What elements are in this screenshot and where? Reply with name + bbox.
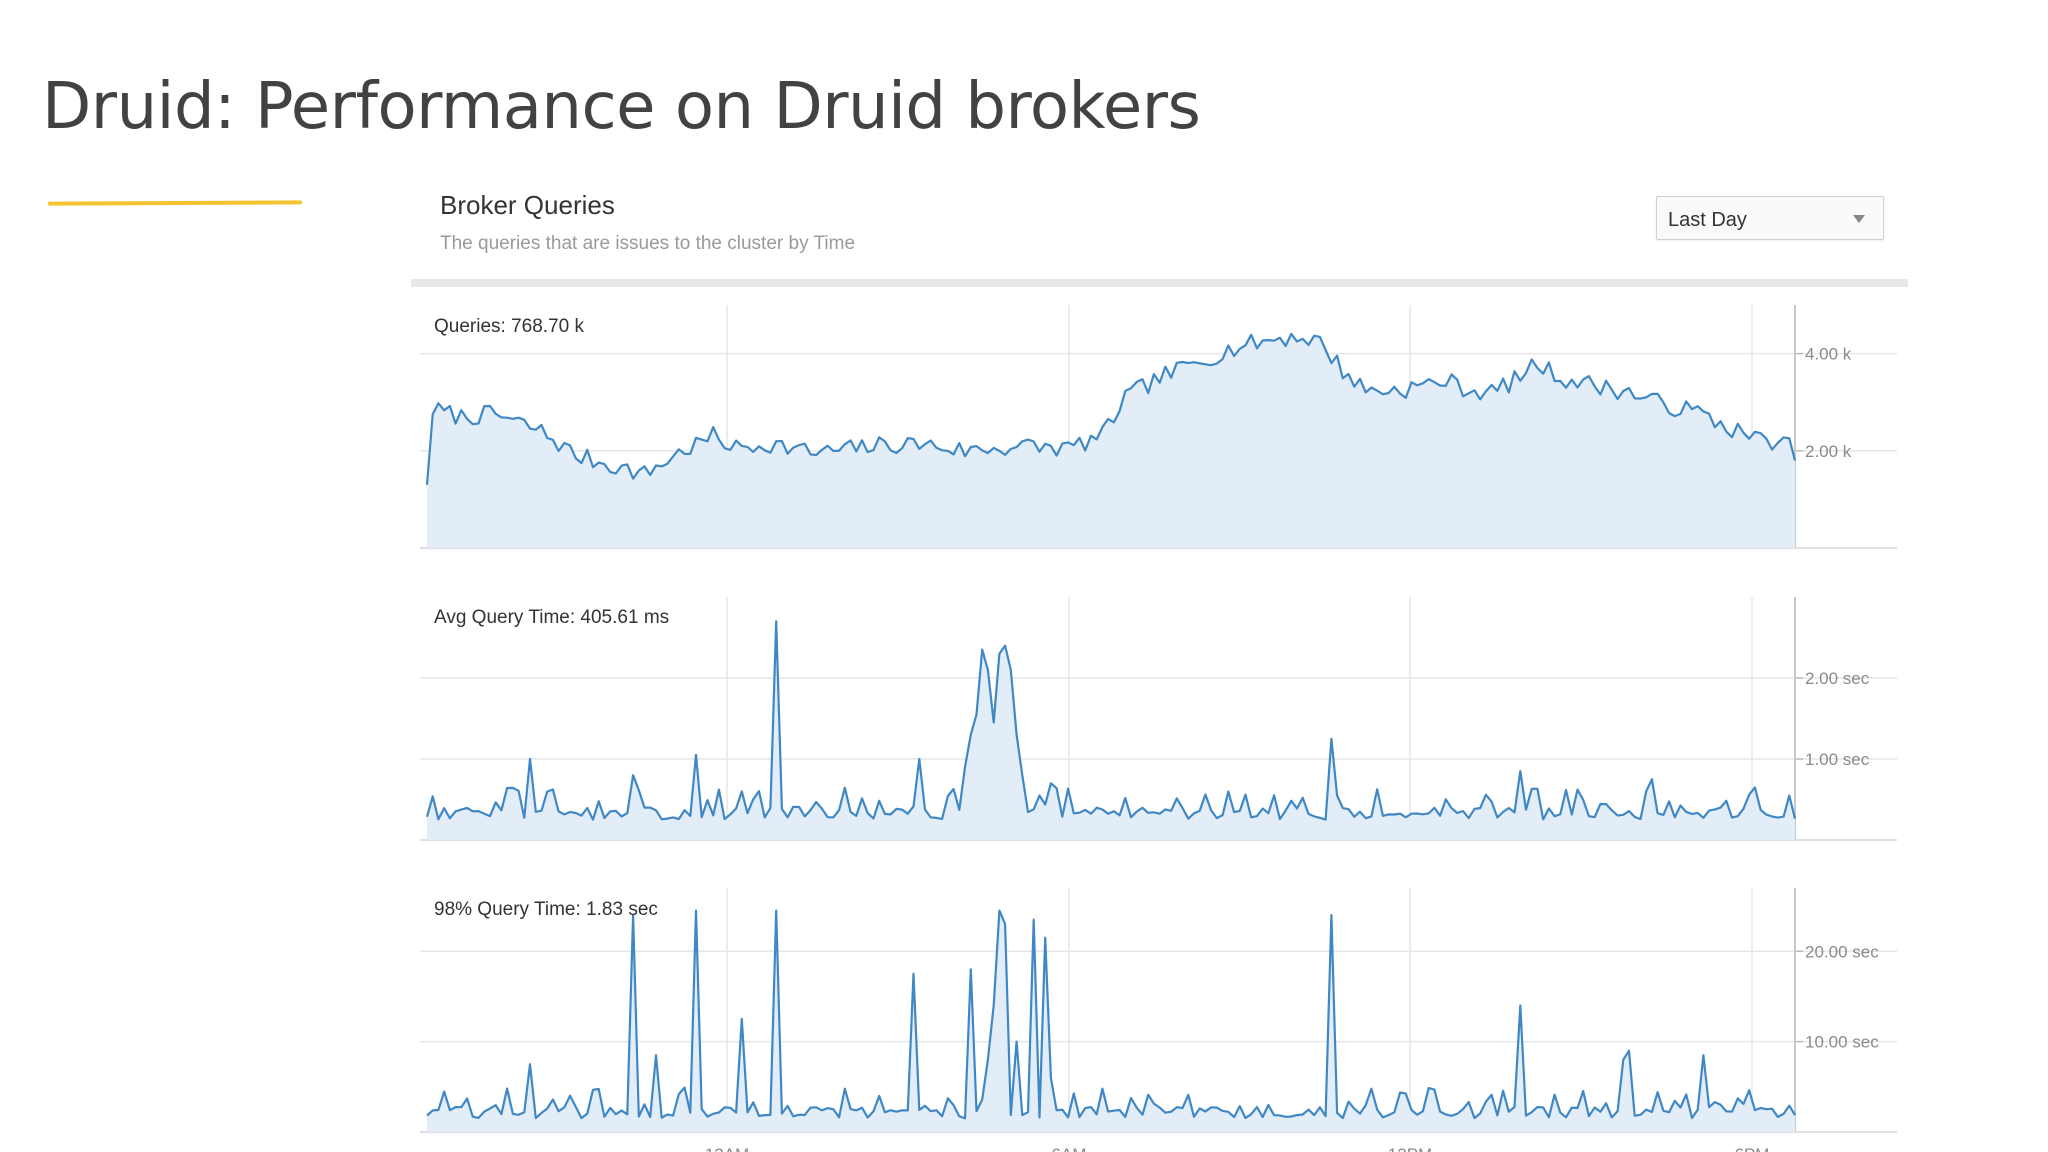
- y-tick-label: 20.00 sec: [1805, 942, 1879, 961]
- y-tick-label: 1.00 sec: [1805, 750, 1870, 769]
- time-range-select[interactable]: Last Day: [1656, 196, 1884, 240]
- chart-panel-2: 1.00 sec 2.00 sec Avg Query Time: 405.61 m…: [420, 597, 1897, 841]
- x-tick-label: 6PM: [1735, 1145, 1770, 1152]
- series-line: [425, 332, 1797, 485]
- chart-panel-label: 98% Query Time: 1.83 sec: [434, 899, 658, 920]
- y-tick-label: 2.00 k: [1805, 442, 1852, 461]
- series-area-fill: [427, 333, 1795, 548]
- time-range-value: Last Day: [1668, 209, 1747, 231]
- panel-header: Broker Queries The queries that are issu…: [440, 190, 855, 255]
- caret-down-icon: [1853, 215, 1865, 223]
- x-tick-label: 6AM: [1052, 1145, 1087, 1152]
- series-line: [425, 620, 1797, 821]
- series-line: [426, 909, 1796, 1120]
- x-tick-label: 12PM: [1388, 1145, 1432, 1152]
- chart-panel-label: Queries: 768.70 k: [434, 316, 584, 337]
- chart-panel-1: 2.00 k 4.00 k Queries: 768.70 k: [420, 305, 1897, 549]
- y-tick-label: 2.00 sec: [1805, 669, 1870, 688]
- series-area-fill: [427, 910, 1795, 1132]
- x-tick-label: 12AM: [705, 1145, 749, 1152]
- y-tick-label: 10.00 sec: [1805, 1033, 1879, 1052]
- chart-panel-3: 10.00 sec 20.00 sec 98% Query Time: 1.83 s…: [420, 888, 1897, 1133]
- panel-subtitle: The queries that are issues to the clust…: [440, 233, 856, 254]
- y-tick-label: 4.00 k: [1805, 345, 1852, 364]
- series-area-fill: [427, 621, 1795, 840]
- panel-title: Broker Queries: [440, 190, 615, 220]
- slide-title: Druid: Performance on Druid brokers: [42, 70, 1201, 144]
- chart-panel-label: Avg Query Time: 405.61 ms: [434, 607, 669, 628]
- panel-divider: [411, 279, 1908, 287]
